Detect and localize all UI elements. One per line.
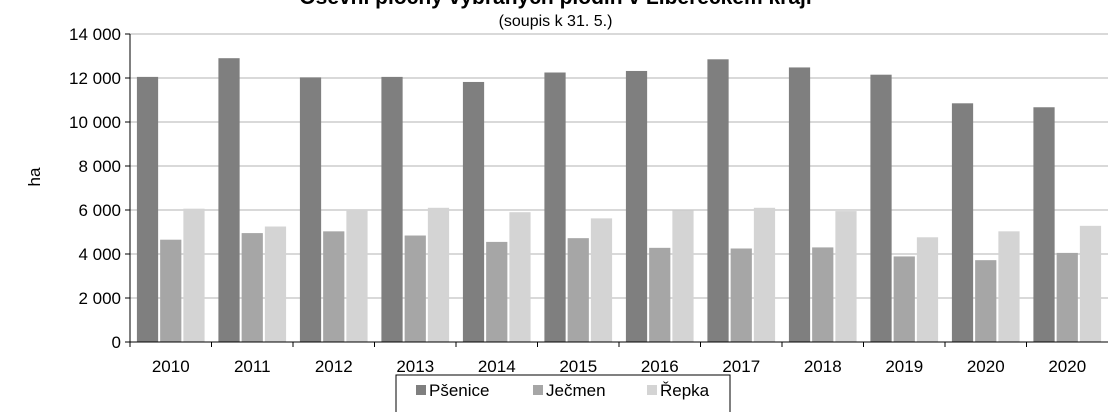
legend: Pšenice Ječmen Řepka <box>395 374 731 412</box>
bar-ječmen <box>323 231 345 342</box>
legend-label: Pšenice <box>429 381 489 400</box>
bar-ječmen <box>486 241 508 342</box>
bar-pšenice <box>870 74 892 342</box>
bar-řepka <box>346 210 368 342</box>
x-tick-label: 2012 <box>315 357 353 376</box>
y-tick-labels: 0 2 000 4 000 6 000 8 000 10 000 12 000 14 000 <box>69 25 121 352</box>
x-tick-label: 2016 <box>641 357 679 376</box>
x-tick-label: 2013 <box>396 357 434 376</box>
bar-ječmen <box>975 260 997 342</box>
x-tick-label: 2010 <box>152 357 190 376</box>
bars <box>136 58 1102 343</box>
y-tick-label: 2 000 <box>78 289 121 308</box>
x-tick-labels: 2010 2011 2012 2013 2014 2015 2016 2017 2018 2019… <box>152 357 1086 376</box>
legend-swatch-pšenice <box>416 385 426 395</box>
bar-pšenice <box>951 103 974 342</box>
bar-pšenice <box>218 58 240 342</box>
bar-řepka <box>427 207 450 342</box>
bar-ječmen <box>404 235 426 342</box>
bar-ječmen <box>730 248 752 342</box>
x-tick-label: 2017 <box>722 357 760 376</box>
axes <box>125 33 1108 347</box>
legend-label: Ječmen <box>546 381 606 400</box>
y-tick-label: 14 000 <box>69 25 121 44</box>
y-tick-label: 4 000 <box>78 245 121 264</box>
x-tick-label: 2015 <box>559 357 597 376</box>
legend-box <box>395 374 731 412</box>
bar-ječmen <box>567 238 589 342</box>
y-tick-label: 8 000 <box>78 157 121 176</box>
y-tick-label: 12 000 <box>69 69 121 88</box>
bar-řepka <box>1079 225 1102 342</box>
x-tick-label: 2019 <box>885 357 923 376</box>
bar-pšenice <box>381 76 403 343</box>
x-tick-label: 2020 <box>1048 357 1086 376</box>
bar-pšenice <box>544 72 566 342</box>
legend-swatch-ječmen <box>533 385 543 395</box>
bar-pšenice <box>462 81 485 343</box>
bar-pšenice <box>707 59 729 343</box>
y-tick-label: 6 000 <box>78 201 121 220</box>
bar-řepka <box>916 237 939 342</box>
bar-pšenice <box>299 77 322 342</box>
bar-pšenice <box>788 67 811 342</box>
bar-ječmen <box>1056 252 1078 342</box>
x-tick-label: 2011 <box>234 357 271 376</box>
bar-řepka <box>183 208 205 342</box>
legend-swatch-řepka <box>647 385 657 395</box>
chart-subtitle: (soupis k 31. 5.) <box>498 13 613 30</box>
x-tick-label: 2020 <box>967 357 1005 376</box>
bar-pšenice <box>1033 107 1055 342</box>
bar-řepka <box>753 207 776 342</box>
bar-řepka <box>264 226 287 342</box>
bar-ječmen <box>812 247 834 342</box>
chart-title: Osevní plochy vybraných plodin v Liberec… <box>0 0 1111 10</box>
x-tick-label: 2014 <box>478 357 516 376</box>
bar-řepka <box>672 210 694 342</box>
legend-label: Řepka <box>660 381 710 400</box>
y-tick-label: 0 <box>112 333 121 352</box>
bar-řepka <box>835 211 857 342</box>
bar-ječmen <box>160 239 182 342</box>
y-tick-label: 10 000 <box>69 113 121 132</box>
gridlines <box>130 33 1108 299</box>
bar-pšenice <box>136 76 159 343</box>
y-axis-label: ha <box>25 167 44 186</box>
bar-ječmen <box>649 247 671 342</box>
bar-ječmen <box>241 233 263 342</box>
bar-řepka <box>590 218 613 342</box>
bar-řepka <box>998 231 1020 342</box>
bar-ječmen <box>893 256 915 342</box>
bar-řepka <box>509 212 531 342</box>
bar-pšenice <box>625 70 648 343</box>
x-tick-label: 2018 <box>804 357 842 376</box>
